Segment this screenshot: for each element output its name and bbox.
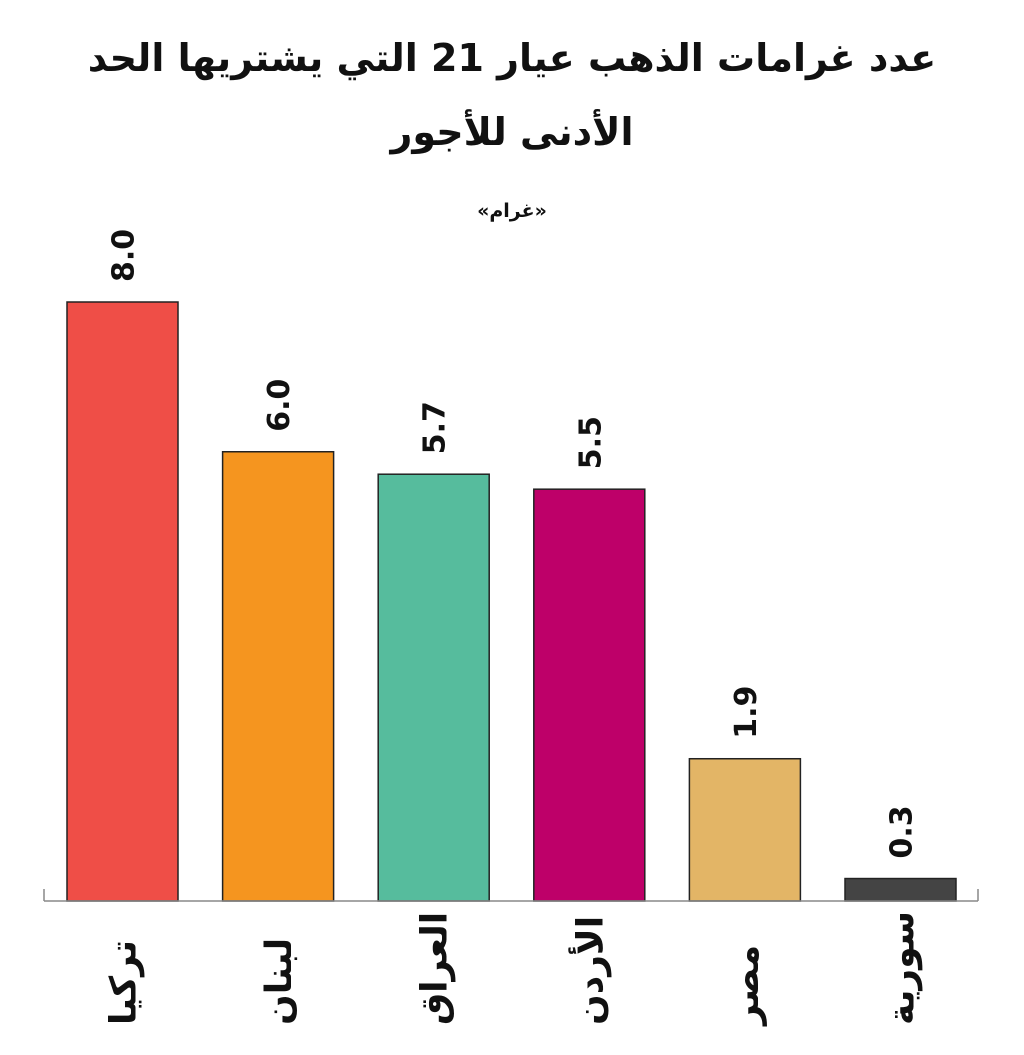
category-label-1: تركيا	[104, 940, 145, 1025]
category-label-4: الأردن	[567, 916, 611, 1025]
value-label-6: 0.3	[885, 805, 920, 858]
bar-5	[688, 757, 802, 902]
category-labels-group: تركيا لبنان العراق الأردن مصر سورية	[104, 911, 923, 1027]
value-label-1: 8.0	[107, 229, 142, 282]
chart-subtitle-unit: «غرام»	[477, 200, 547, 222]
value-label-4: 5.5	[573, 416, 608, 469]
value-label-3: 5.7	[418, 401, 453, 454]
category-label-6: سورية	[882, 911, 923, 1025]
bar-2	[221, 451, 335, 902]
value-labels-group: 8.0 6.0 5.7 5.5 1.9 0.3	[107, 229, 920, 859]
chart-title-line-2: الأدنى للأجور	[390, 110, 634, 154]
value-label-2: 6.0	[262, 379, 297, 432]
bar-6	[844, 877, 957, 902]
category-label-5: مصر	[726, 945, 767, 1027]
chart-title-line-1: عدد غرامات الذهب عيار 21 التي يشتريها ال…	[87, 36, 937, 80]
bars-group	[66, 301, 957, 902]
value-label-5: 1.9	[729, 686, 764, 739]
bar-4	[533, 488, 646, 902]
category-label-2: لبنان	[259, 938, 300, 1025]
category-label-3: العراق	[415, 912, 456, 1025]
bar-3	[377, 473, 490, 902]
bar-1	[66, 301, 179, 902]
